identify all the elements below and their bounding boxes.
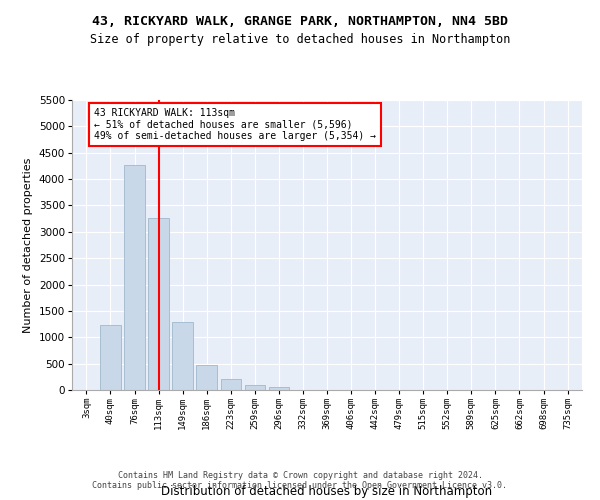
Text: 43, RICKYARD WALK, GRANGE PARK, NORTHAMPTON, NN4 5BD: 43, RICKYARD WALK, GRANGE PARK, NORTHAMP… (92, 15, 508, 28)
Bar (124, 165, 145, 390)
Bar (100, 325, 121, 390)
Bar (196, 364, 217, 390)
Text: 43 RICKYARD WALK: 113sqm
← 51% of detached houses are smaller (5,596)
49% of sem: 43 RICKYARD WALK: 113sqm ← 51% of detach… (94, 108, 376, 141)
Bar (148, 218, 169, 390)
Y-axis label: Number of detached properties: Number of detached properties (23, 158, 33, 332)
Bar (269, 386, 289, 390)
X-axis label: Distribution of detached houses by size in Northampton: Distribution of detached houses by size … (161, 485, 493, 498)
Text: Contains HM Land Registry data © Crown copyright and database right 2024.
Contai: Contains HM Land Registry data © Crown c… (92, 470, 508, 490)
Bar (172, 322, 193, 390)
Bar (245, 384, 265, 390)
Bar (221, 379, 241, 390)
Text: Size of property relative to detached houses in Northampton: Size of property relative to detached ho… (90, 32, 510, 46)
